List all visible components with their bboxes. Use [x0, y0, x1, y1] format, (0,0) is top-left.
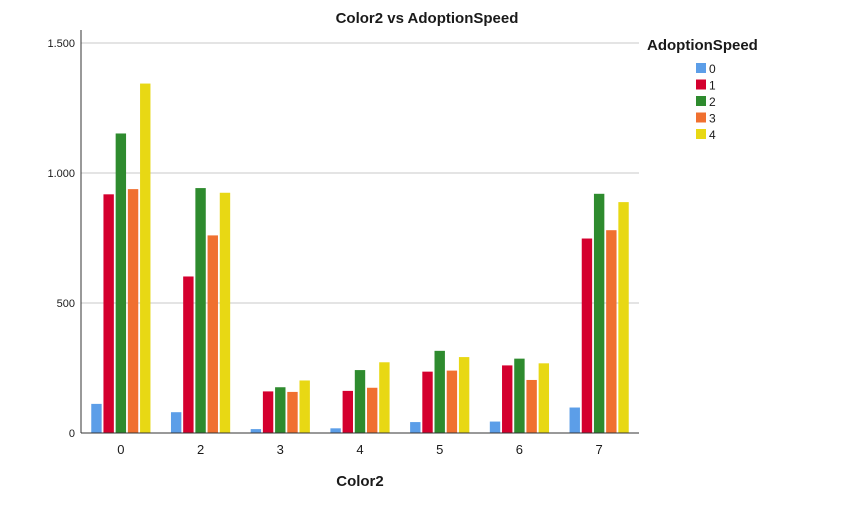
y-tick-label: 1.500: [47, 38, 75, 50]
x-tick-label: 4: [356, 442, 363, 457]
bar: [594, 194, 604, 433]
legend-title: AdoptionSpeed: [647, 37, 758, 54]
bar: [447, 371, 457, 433]
legend-label: 0: [709, 62, 716, 76]
bar: [91, 404, 101, 433]
bar: [171, 412, 181, 433]
bar: [195, 188, 205, 433]
legend-swatch: [696, 63, 706, 73]
bar: [422, 372, 432, 433]
x-tick-label: 0: [117, 442, 124, 457]
bars: [91, 84, 628, 433]
legend-label: 2: [709, 95, 716, 109]
bar: [410, 422, 420, 433]
bar: [208, 235, 218, 433]
chart-title: Color2 vs AdoptionSpeed: [336, 10, 519, 27]
legend-swatch: [696, 113, 706, 123]
bar: [183, 276, 193, 433]
bar: [330, 428, 340, 433]
bar: [570, 408, 580, 433]
bar: [103, 194, 113, 433]
bar: [502, 365, 512, 433]
legend-swatch: [696, 96, 706, 106]
legend: AdoptionSpeed 0 1 2 3 4: [647, 37, 758, 142]
bar: [526, 380, 536, 433]
bar: [367, 388, 377, 433]
bar: [355, 370, 365, 433]
x-tick-label: 6: [516, 442, 523, 457]
bar: [263, 391, 273, 433]
bar: [275, 387, 285, 433]
x-tick-label: 5: [436, 442, 443, 457]
y-axis-ticks: 0 500 1.000 1.500: [47, 38, 75, 440]
bar: [116, 133, 126, 433]
x-tick-label: 7: [596, 442, 603, 457]
bar: [128, 189, 138, 433]
bar: [220, 193, 230, 433]
gridlines: [81, 43, 639, 303]
legend-swatch: [696, 129, 706, 139]
y-tick-label: 500: [57, 298, 75, 310]
bar: [606, 230, 616, 433]
legend-label: 4: [709, 128, 716, 142]
y-tick-label: 1.000: [47, 168, 75, 180]
bar: [490, 422, 500, 433]
bar: [140, 84, 150, 433]
legend-label: 1: [709, 79, 716, 93]
bar: [618, 202, 628, 433]
bar: [582, 239, 592, 433]
bar: [539, 363, 549, 433]
x-axis-title: Color2: [336, 473, 384, 490]
legend-label: 3: [709, 112, 716, 126]
bar: [379, 362, 389, 433]
bar: [251, 429, 261, 433]
legend-swatch: [696, 80, 706, 90]
bar: [514, 359, 524, 433]
bar: [459, 357, 469, 433]
x-tick-label: 2: [197, 442, 204, 457]
bar: [343, 391, 353, 433]
bar: [287, 392, 297, 433]
bar: [435, 351, 445, 433]
bar: [299, 380, 309, 433]
x-axis-ticks: 0 2 3 4 5 6 7: [117, 442, 603, 457]
x-tick-label: 3: [277, 442, 284, 457]
y-tick-label: 0: [69, 428, 75, 440]
